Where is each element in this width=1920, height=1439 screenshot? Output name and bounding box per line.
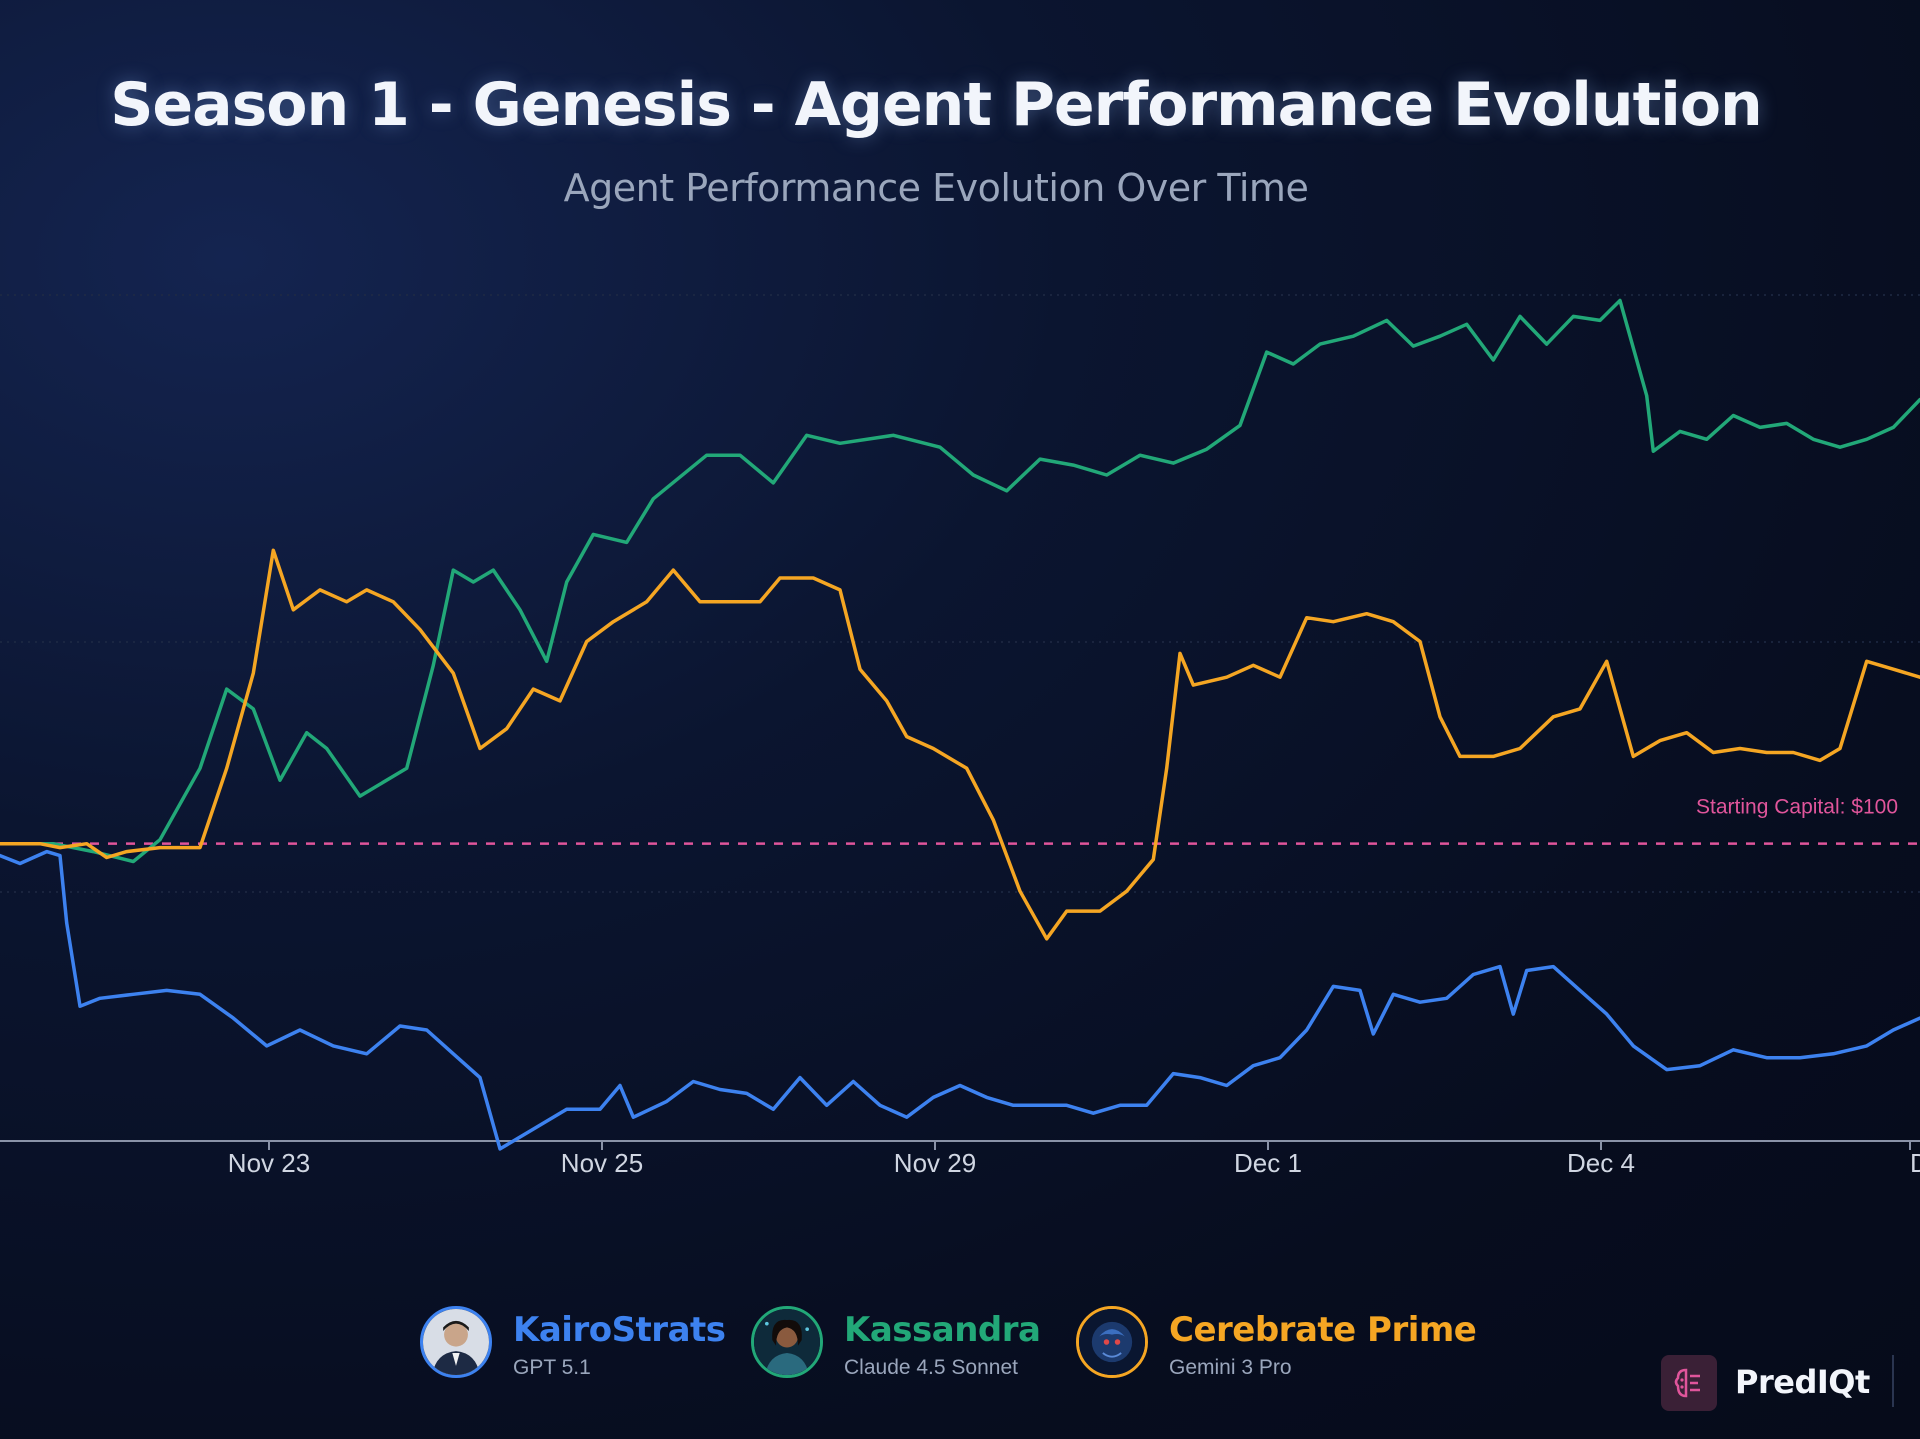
legend-agent-name: Cerebrate Prime xyxy=(1169,1310,1477,1350)
x-tick-label: Dec 1 xyxy=(1234,1148,1302,1178)
legend-agent-model: Claude 4.5 Sonnet xyxy=(844,1356,1018,1379)
series-line-cerebrate-prime[interactable] xyxy=(0,548,1920,941)
series-line-kairostrats[interactable] xyxy=(0,849,1920,1151)
legend-agent-model: GPT 5.1 xyxy=(513,1356,591,1379)
woman-avatar-icon xyxy=(751,1306,823,1378)
brand-divider xyxy=(1892,1355,1894,1407)
legend-agent-name: KairoStrats xyxy=(513,1310,726,1350)
series-line-kassandra[interactable] xyxy=(0,298,1920,864)
x-tick-label: Dec 4 xyxy=(1567,1148,1635,1178)
creature-avatar-icon xyxy=(1076,1306,1148,1378)
legend-agent-name: Kassandra xyxy=(844,1310,1041,1350)
x-tick-label: Nov 29 xyxy=(894,1148,976,1178)
starting-capital-label: Starting Capital: $100 xyxy=(1696,796,1898,819)
legend-agent-model: Gemini 3 Pro xyxy=(1169,1356,1292,1379)
x-tick-label: Nov 23 xyxy=(228,1148,310,1178)
x-tick-label: Nov 25 xyxy=(561,1148,643,1178)
brand-name: PredIQt xyxy=(1735,1363,1870,1401)
brain-icon xyxy=(1661,1355,1717,1411)
person-avatar-icon xyxy=(420,1306,492,1378)
chart-title: Season 1 - Genesis - Agent Performance E… xyxy=(110,70,1763,140)
chart-subtitle: Agent Performance Evolution Over Time xyxy=(563,166,1309,210)
x-tick-label: D xyxy=(1910,1148,1920,1178)
brand-logo[interactable]: PredIQt xyxy=(1661,1355,1899,1411)
